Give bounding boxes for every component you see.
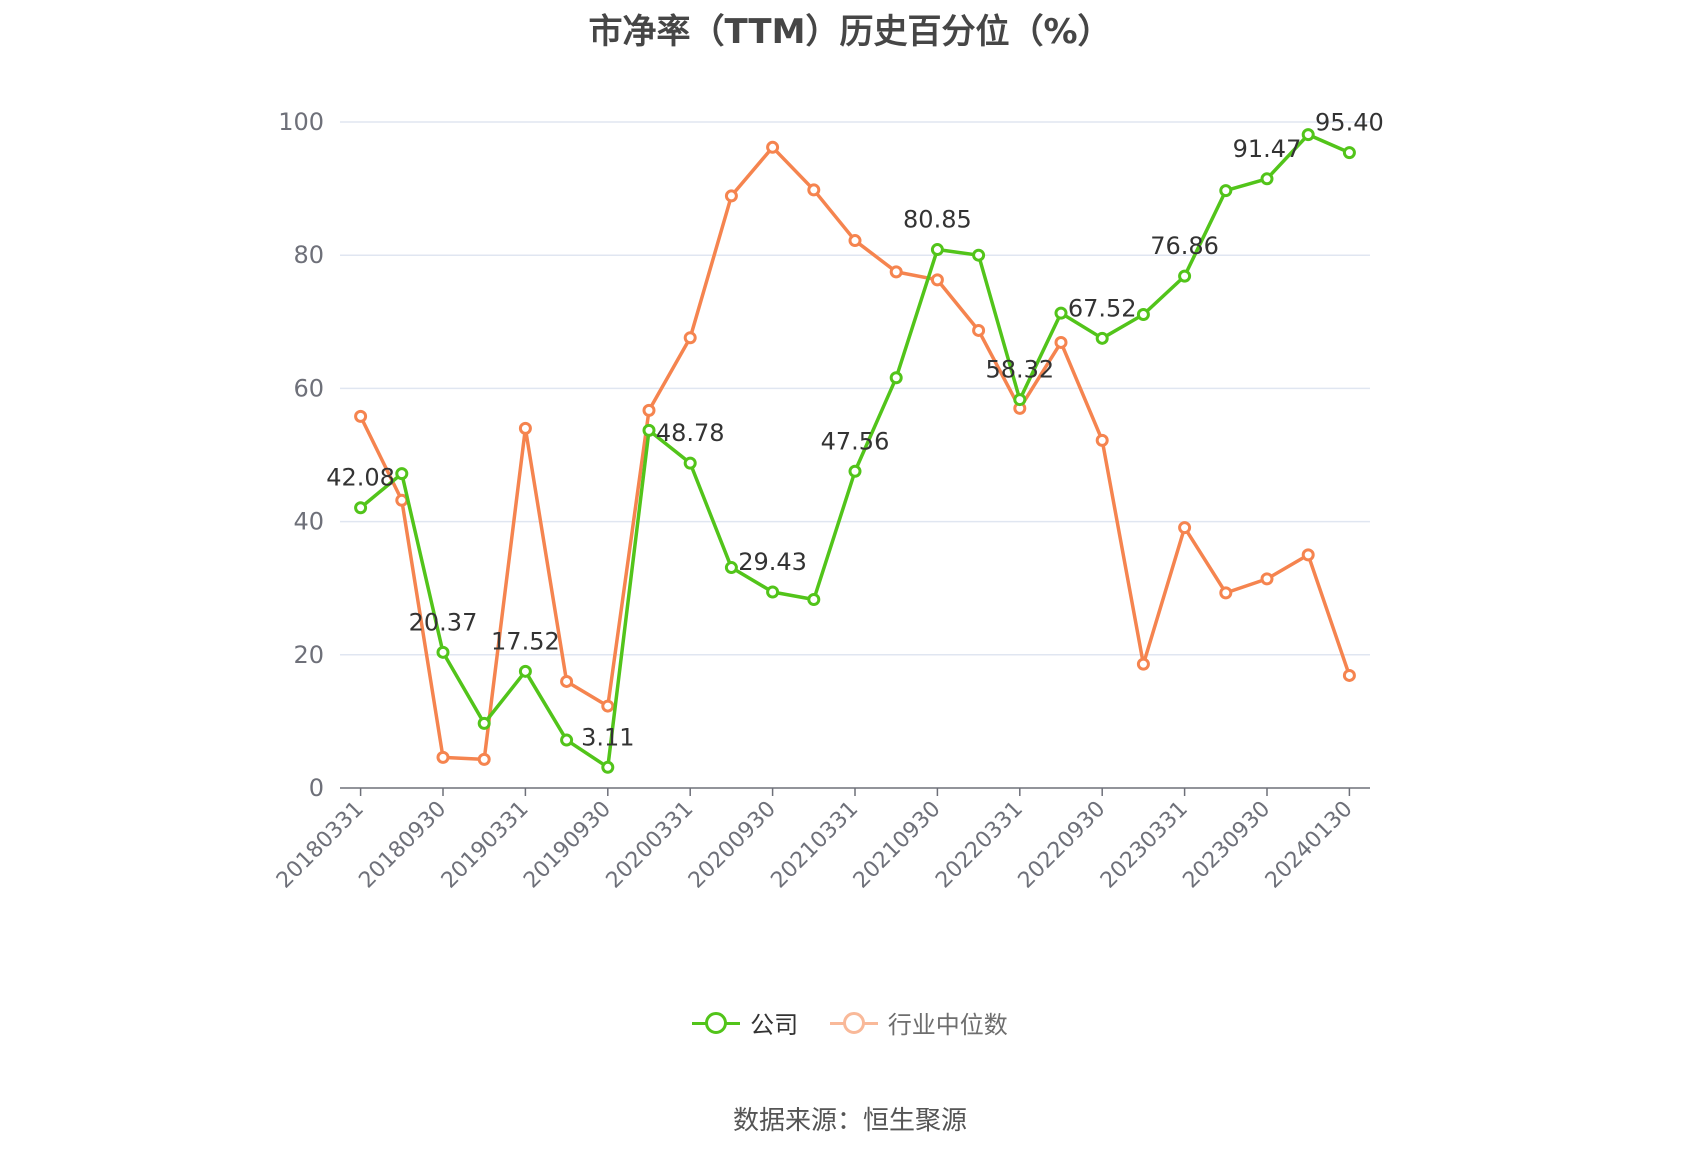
data-label: 76.86 [1150, 232, 1219, 260]
data-source: 数据来源：恒生聚源 [732, 1106, 967, 1136]
legend: 公司 行业中位数 [0, 1005, 1700, 1041]
data-label: 91.47 [1233, 135, 1302, 163]
legend-item-company[interactable]: 公司 [692, 1005, 798, 1040]
data-point-company [1136, 307, 1150, 321]
data-label: 17.52 [491, 627, 560, 655]
data-point-industry [1342, 668, 1356, 682]
data-label: 80.85 [903, 206, 972, 234]
data-point-company [477, 716, 491, 730]
y-tick-label: 0 [309, 774, 324, 802]
data-point-industry [766, 140, 780, 154]
legend-swatch-industry [829, 1011, 878, 1035]
data-point-industry [848, 234, 862, 248]
data-point-company [395, 467, 409, 481]
data-point-company [1013, 393, 1027, 407]
data-point-industry [642, 403, 656, 417]
data-label: 48.78 [656, 419, 725, 447]
data-point-company [436, 645, 450, 659]
data-point-industry [1260, 572, 1274, 586]
data-point-company [807, 593, 821, 607]
x-tick-label: 20240130 [1261, 797, 1358, 894]
x-tick-label: 20220331 [931, 797, 1028, 894]
x-tick-label: 20210930 [849, 797, 946, 894]
x-tick-label: 20200930 [684, 797, 781, 894]
legend-swatch-company [692, 1011, 741, 1035]
y-tick-label: 20 [293, 641, 324, 669]
data-point-industry [354, 409, 368, 423]
data-point-company [1095, 331, 1109, 345]
data-point-company [1301, 128, 1315, 142]
x-tick-label: 20230331 [1096, 797, 1193, 894]
data-point-company [1054, 306, 1068, 320]
data-label: 67.52 [1068, 294, 1137, 322]
data-point-industry [1054, 335, 1068, 349]
data-point-industry [930, 273, 944, 287]
x-tick-label: 20220930 [1014, 797, 1111, 894]
data-point-industry [889, 265, 903, 279]
x-tick-label: 20180331 [272, 797, 369, 894]
data-point-company [930, 243, 944, 257]
x-tick-label: 20190930 [519, 797, 616, 894]
data-point-company [724, 561, 738, 575]
data-point-industry [1178, 521, 1192, 535]
y-tick-label: 100 [278, 108, 324, 136]
data-point-company [766, 585, 780, 599]
data-point-industry [724, 189, 738, 203]
data-point-company [1260, 172, 1274, 186]
data-point-company [683, 456, 697, 470]
y-tick-label: 60 [293, 374, 324, 402]
data-point-industry [436, 750, 450, 764]
x-tick-label: 20180930 [354, 797, 451, 894]
data-point-company [1219, 184, 1233, 198]
data-label: 29.43 [738, 548, 807, 576]
data-label: 3.11 [581, 723, 634, 751]
x-tick-label: 20230930 [1178, 797, 1275, 894]
data-label: 58.32 [985, 356, 1054, 384]
data-point-company [642, 423, 656, 437]
legend-item-industry[interactable]: 行业中位数 [829, 1005, 1008, 1040]
data-label: 20.37 [409, 608, 478, 636]
y-tick-label: 40 [293, 508, 324, 536]
data-point-industry [807, 183, 821, 197]
data-point-industry [560, 674, 574, 688]
data-point-company [889, 371, 903, 385]
data-point-company [1342, 146, 1356, 160]
data-point-industry [1136, 657, 1150, 671]
data-point-industry [601, 699, 615, 713]
data-point-industry [518, 421, 532, 435]
x-tick-label: 20200331 [602, 797, 699, 894]
data-label: 42.08 [326, 464, 395, 492]
x-tick-label: 20190331 [437, 797, 534, 894]
data-point-company [354, 501, 368, 515]
data-point-industry [477, 752, 491, 766]
data-point-industry [972, 323, 986, 337]
data-point-company [848, 464, 862, 478]
chart-title: 市净率（TTM）历史百分位（%） [588, 12, 1112, 52]
data-point-industry [683, 331, 697, 345]
data-point-company [518, 664, 532, 678]
legend-label-industry: 行业中位数 [887, 1011, 1008, 1039]
data-point-industry [1095, 433, 1109, 447]
data-point-industry [1301, 548, 1315, 562]
data-point-company [601, 760, 615, 774]
data-point-company [1178, 269, 1192, 283]
data-point-company [972, 248, 986, 262]
y-tick-label: 80 [293, 241, 324, 269]
data-point-industry [1219, 586, 1233, 600]
legend-label-company: 公司 [750, 1011, 799, 1039]
data-point-industry [395, 493, 409, 507]
x-tick-label: 20210331 [766, 797, 863, 894]
data-point-company [560, 733, 574, 747]
data-label: 47.56 [821, 427, 890, 455]
line-chart: 0 20 40 60 80 100 2018033120180930201903312019… [272, 108, 1384, 894]
data-label: 95.40 [1315, 109, 1384, 137]
